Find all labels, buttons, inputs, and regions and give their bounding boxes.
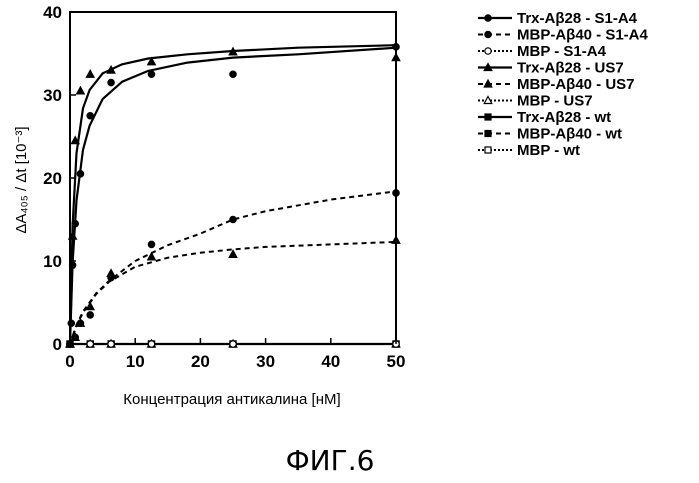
- legend-item: Trx-Aβ28 - wt: [478, 109, 611, 126]
- data-point: [77, 320, 83, 326]
- x-tick-label: 0: [65, 352, 74, 371]
- legend-label: MBP - S1-A4: [517, 43, 607, 60]
- legend-label: Trx-Aβ28 - US7: [517, 60, 624, 77]
- y-tick-label: 30: [43, 86, 62, 105]
- legend-label: Trx-Aβ28 - wt: [517, 109, 611, 126]
- data-point: [68, 320, 74, 326]
- plot-frame: [70, 12, 396, 344]
- series-fit-line: [70, 45, 396, 344]
- data-point: [108, 274, 114, 280]
- y-tick-label: 20: [43, 169, 62, 188]
- y-tick-label: 10: [43, 252, 62, 271]
- data-point: [108, 341, 114, 347]
- data-point: [77, 171, 83, 177]
- legend-label: Trx-Aβ28 - S1-A4: [517, 10, 638, 27]
- data-point: [86, 70, 94, 77]
- legend-label: MBP - US7: [517, 93, 593, 110]
- legend-item: MBP-Aβ40 - wt: [478, 126, 622, 143]
- data-point: [108, 79, 114, 85]
- data-point: [72, 334, 78, 340]
- data-point: [230, 341, 236, 347]
- data-point: [72, 220, 78, 226]
- x-tick-label: 20: [191, 352, 210, 371]
- data-point: [230, 71, 236, 77]
- data-point: [230, 216, 236, 222]
- legend-label: MBP - wt: [517, 142, 580, 159]
- data-layer: [66, 44, 400, 348]
- y-tick-label: 0: [53, 335, 62, 354]
- data-point: [148, 341, 154, 347]
- data-point: [393, 44, 399, 50]
- legend: Trx-Aβ28 - S1-A4MBP-Aβ40 - S1-A4MBP - S1…: [478, 10, 649, 159]
- x-tick-label: 10: [126, 352, 145, 371]
- y-axis-label: ΔA₄₀₅ / Δt [10⁻³]: [13, 126, 30, 233]
- legend-marker: [485, 31, 491, 37]
- series: [67, 44, 399, 348]
- data-point: [87, 113, 93, 119]
- legend-item: MBP - US7: [478, 93, 593, 110]
- data-point: [148, 241, 154, 247]
- plot-area: 0 10 20 30 40 50 0 10 20 30 40: [43, 3, 405, 371]
- legend-item: MBP - S1-A4: [478, 43, 607, 60]
- data-point: [392, 54, 400, 61]
- figure-caption: ФИГ.6: [286, 444, 375, 477]
- legend-label: MBP-Aβ40 - US7: [517, 76, 635, 93]
- series: [67, 190, 399, 347]
- legend-label: MBP-Aβ40 - S1-A4: [517, 27, 649, 44]
- legend-item: MBP-Aβ40 - US7: [478, 76, 635, 93]
- legend-marker: [485, 15, 491, 21]
- x-tick-label: 50: [387, 352, 406, 371]
- legend-item: Trx-Aβ28 - US7: [478, 60, 624, 77]
- y-tick-label: 40: [43, 3, 62, 22]
- x-tick-label: 40: [321, 352, 340, 371]
- data-point: [87, 341, 93, 347]
- legend-item: Trx-Aβ28 - S1-A4: [478, 10, 638, 27]
- data-point: [148, 71, 154, 77]
- data-point: [229, 250, 237, 257]
- x-axis-label: Концентрация антикалина [нМ]: [123, 391, 340, 408]
- data-point: [393, 190, 399, 196]
- data-point: [77, 87, 85, 94]
- legend-marker: [485, 114, 491, 120]
- legend-item: MBP-Aβ40 - S1-A4: [478, 27, 649, 44]
- legend-marker: [485, 131, 491, 137]
- data-point: [87, 312, 93, 318]
- series: [66, 236, 400, 347]
- series-fit-line: [70, 48, 396, 344]
- data-point: [69, 262, 75, 268]
- legend-marker: [485, 147, 491, 153]
- data-point: [392, 236, 400, 243]
- legend-item: MBP - wt: [478, 142, 580, 159]
- series: [66, 45, 400, 347]
- legend-label: MBP-Aβ40 - wt: [517, 126, 622, 143]
- series-fit-line: [70, 191, 396, 344]
- x-tick-label: 30: [256, 352, 275, 371]
- data-point: [86, 303, 94, 310]
- legend-marker: [485, 48, 491, 54]
